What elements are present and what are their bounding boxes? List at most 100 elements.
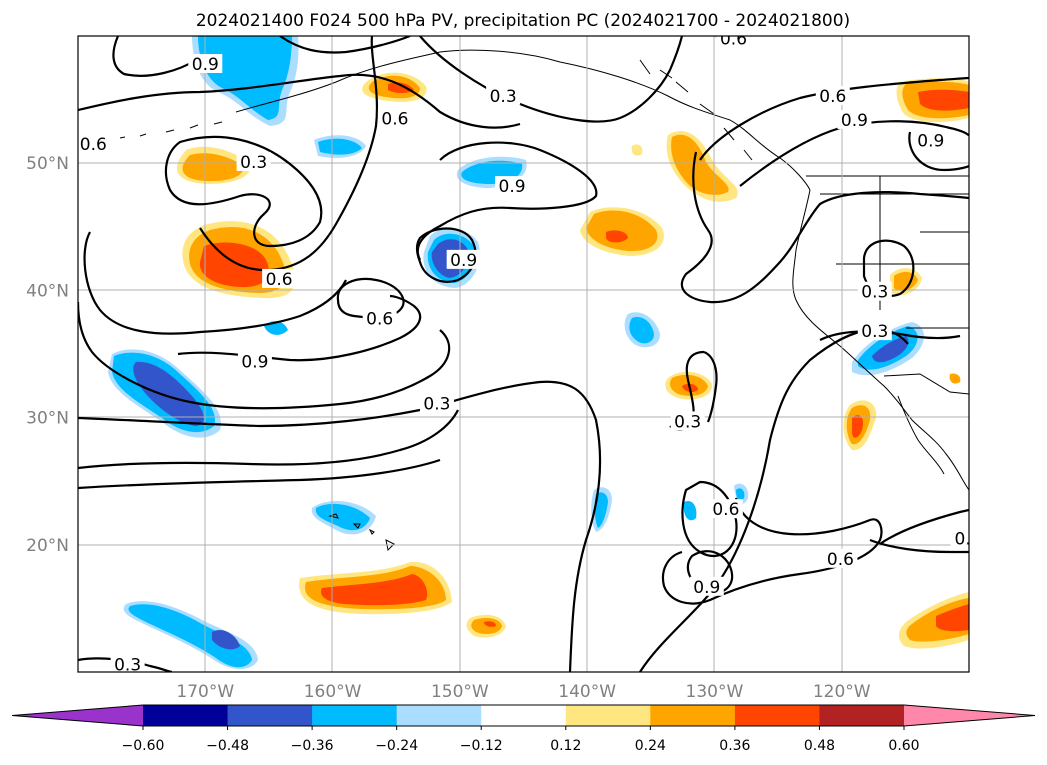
pv-contour-0.9-central (416, 141, 598, 261)
positive-precip-mexico-south (898, 592, 969, 649)
aleutian-islands (99, 121, 223, 141)
pv-contour-0.3-southwest (78, 409, 459, 470)
pv-contour-0.3-north (112, 36, 411, 77)
map-panel: 0.9 0.6 0.3 0.6 0.3 0.9 0.9 0.6 0.6 0.9 0.3 0.3 0.6 0… (78, 30, 971, 672)
contour-label: 0.6 (827, 550, 854, 570)
contour-label: 0.9 (917, 131, 944, 151)
lat-tick-labels: 20°N 30°N 40°N 50°N (26, 154, 69, 556)
pv-contour-0.3-west-loop (164, 135, 323, 248)
colorbar-segment (819, 705, 905, 726)
lon-tick-label: 140°W (558, 682, 616, 702)
lat-tick-label: 20°N (26, 536, 69, 556)
colorbar-segment (734, 705, 820, 726)
positive-precip-central-pacific (580, 207, 664, 256)
contour-label-backdrop (78, 134, 111, 154)
lat-tick-label: 50°N (26, 154, 69, 174)
mexico-border (883, 373, 969, 395)
contour-label: 0.6 (366, 309, 393, 329)
contour-label: 0.3 (423, 395, 450, 415)
contour-label-backdrop (237, 351, 272, 371)
contour-label-backdrop (689, 576, 724, 596)
contour-label-backdrop (815, 85, 850, 105)
us-state-border-west (820, 176, 969, 329)
contour-label-backdrop (495, 176, 530, 196)
colorbar-segment (227, 705, 313, 726)
colorbar-segment (481, 705, 567, 726)
negative-precip-north-pacific-east (264, 135, 527, 335)
contour-label: 0.6 (266, 270, 293, 290)
colorbar-tick-label: 0.12 (550, 738, 581, 754)
contour-label-backdrop (708, 499, 743, 519)
colorbar-segment (143, 705, 229, 726)
contour-label-backdrop (486, 85, 521, 105)
colorbar-tick-label: 0.36 (719, 738, 750, 754)
colorbar-tick-label: −0.48 (206, 738, 249, 754)
contour-label-backdrop (446, 249, 481, 269)
pacific-northwest-coastline (792, 189, 969, 491)
pv-contour-0.6-small-loop (336, 277, 405, 319)
pv-contour-label-layer: 0.9 0.6 0.3 0.6 0.3 0.9 0.9 0.6 0.6 0.9 0.3 0.3 0.6 0… (78, 30, 971, 672)
contour-label: 0.6 (381, 110, 408, 130)
contour-label: 0.3 (861, 322, 888, 342)
contour-label-backdrop (950, 528, 969, 548)
contour-label: 0.9 (192, 55, 219, 75)
contour-label: 0.6 (720, 30, 747, 50)
pv-contour-0.3-southwest-2 (78, 458, 441, 490)
coastlines-and-borders (99, 49, 969, 552)
contour-label: 0.3 (674, 412, 701, 432)
pv-contour-0.6-east-coast (680, 151, 969, 304)
pv-contour-0.9-central-low (415, 227, 477, 283)
contour-label-backdrop (419, 393, 454, 413)
contour-label: 0.6 (80, 135, 107, 155)
colorbar-tick-label: −0.60 (122, 738, 165, 754)
contour-label-backdrop (913, 130, 948, 150)
contour-label-backdrop (362, 308, 397, 328)
contour-label: 0.6 (819, 87, 846, 107)
colorbar: −0.60 −0.48 −0.36 −0.24 −0.12 0.12 0.24 0.36 0.4… (11, 704, 1036, 754)
gridlines (78, 36, 969, 672)
colorbar-tick-label: 0.24 (635, 738, 666, 754)
pv-contour-0.6-south-east (681, 480, 738, 558)
positive-precip-hawaii-south (299, 561, 506, 638)
colorbar-segment (650, 705, 736, 726)
contour-label-backdrop (236, 151, 271, 171)
negative-precip-west-trough (108, 349, 222, 438)
contour-label-backdrop (716, 36, 751, 48)
lon-tick-label: 130°W (686, 682, 744, 702)
lon-tick-label: 120°W (813, 682, 871, 702)
pv-contour-0.3-south-small (78, 657, 173, 672)
lon-tick-label: 160°W (304, 682, 362, 702)
colorbar-tick-label: −0.24 (375, 738, 418, 754)
positive-precip-alaska-gulf (362, 72, 427, 102)
pv-contour-0.9-west-south (78, 301, 451, 410)
contour-label: 0.9 (450, 251, 477, 271)
hawaii-islands (328, 513, 395, 552)
map-background (78, 36, 969, 672)
precipitation-fill-layer (108, 36, 969, 669)
contour-label-backdrop (110, 654, 145, 672)
colorbar-tick-label: 0.48 (804, 738, 835, 754)
pv-contour-0.3-gulf (419, 36, 684, 123)
positive-precip-canada-coast (896, 78, 969, 123)
contour-label: 0.3 (240, 153, 267, 173)
pv-contour-0.3-central-south (78, 380, 602, 672)
lat-tick-label: 40°N (26, 281, 69, 301)
contour-label-backdrop (670, 411, 705, 431)
map-frame (77, 35, 970, 673)
contour-label-backdrop (377, 108, 412, 128)
colorbar-extend-high (904, 705, 1035, 726)
contour-label: 0.3 (861, 283, 888, 303)
pv-contour-0.6-west-ridge (83, 231, 347, 335)
contour-label: 0.9 (241, 353, 268, 373)
lon-tick-label: 150°W (431, 682, 489, 702)
negative-precip-southwest (123, 601, 258, 669)
lat-tick-label: 30°N (26, 409, 69, 429)
lon-tick-labels: 170°W 160°W 150°W 140°W 130°W 120°W (176, 682, 870, 702)
positive-precip-baja (843, 373, 961, 451)
colorbar-extend-low (12, 705, 143, 726)
contour-label: 0.3 (490, 87, 517, 107)
contour-label: 0. (955, 529, 971, 549)
negative-precip-east-pacific (591, 312, 749, 532)
baja-coastline (897, 395, 945, 475)
